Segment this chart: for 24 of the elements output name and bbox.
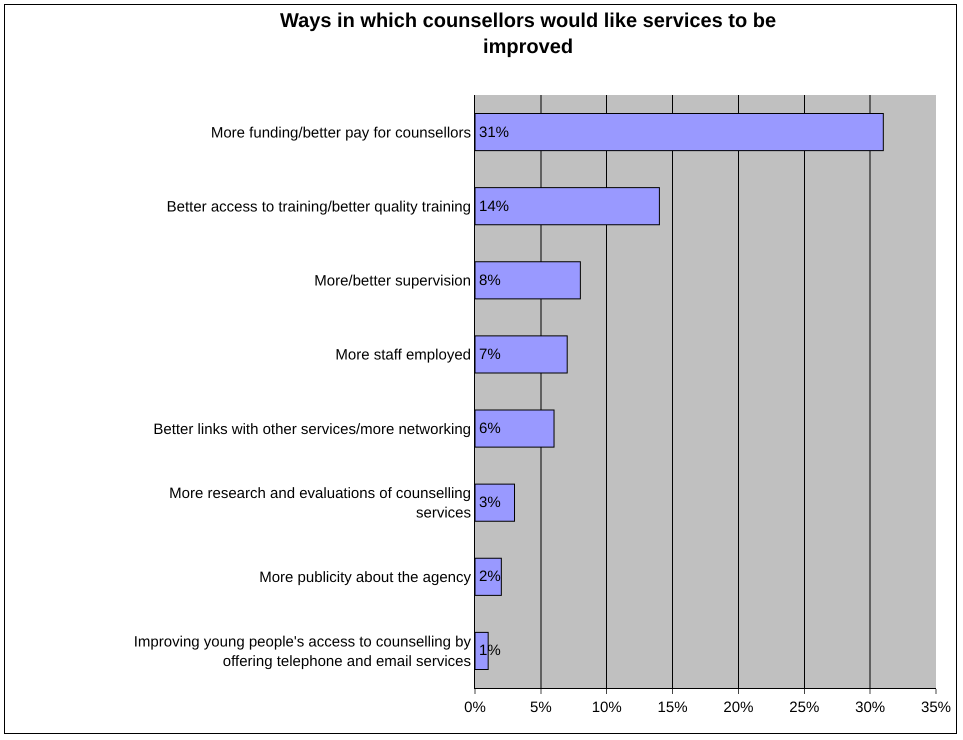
x-tick-label: 20% (723, 699, 754, 716)
data-label: 2% (479, 568, 501, 585)
y-tick-label: Better links with other services/more networking (153, 420, 471, 438)
y-tick-label: Improving young people's access to counselling by offering telephone and email services (134, 633, 472, 670)
data-label: 31% (479, 124, 510, 141)
chart-title: Ways in which counsellors would like services to be improved (280, 10, 776, 58)
x-tick-label: 0% (464, 699, 486, 716)
y-tick-label: Better access to training/better quality training (166, 198, 471, 216)
data-label: 3% (479, 494, 501, 511)
y-tick-label: More staff employed (335, 346, 471, 364)
x-tick-label: 15% (658, 699, 688, 716)
data-label: 7% (479, 346, 501, 363)
y-tick-label: More publicity about the agency (259, 569, 472, 586)
x-tick-label: 5% (530, 699, 552, 716)
x-tick-label: 10% (592, 699, 622, 716)
data-label: 14% (479, 198, 510, 215)
data-label: 8% (479, 272, 501, 289)
y-tick-label: More/better supervision (314, 272, 471, 290)
x-tick-label: 30% (855, 699, 886, 716)
x-tick-label: 25% (789, 699, 820, 716)
y-tick-label: More funding/better pay for counsellors (210, 124, 471, 142)
x-tick-label: 35% (920, 699, 952, 716)
data-label: 6% (479, 420, 501, 437)
y-tick-label: More research and evaluations of counselling services (169, 485, 471, 522)
